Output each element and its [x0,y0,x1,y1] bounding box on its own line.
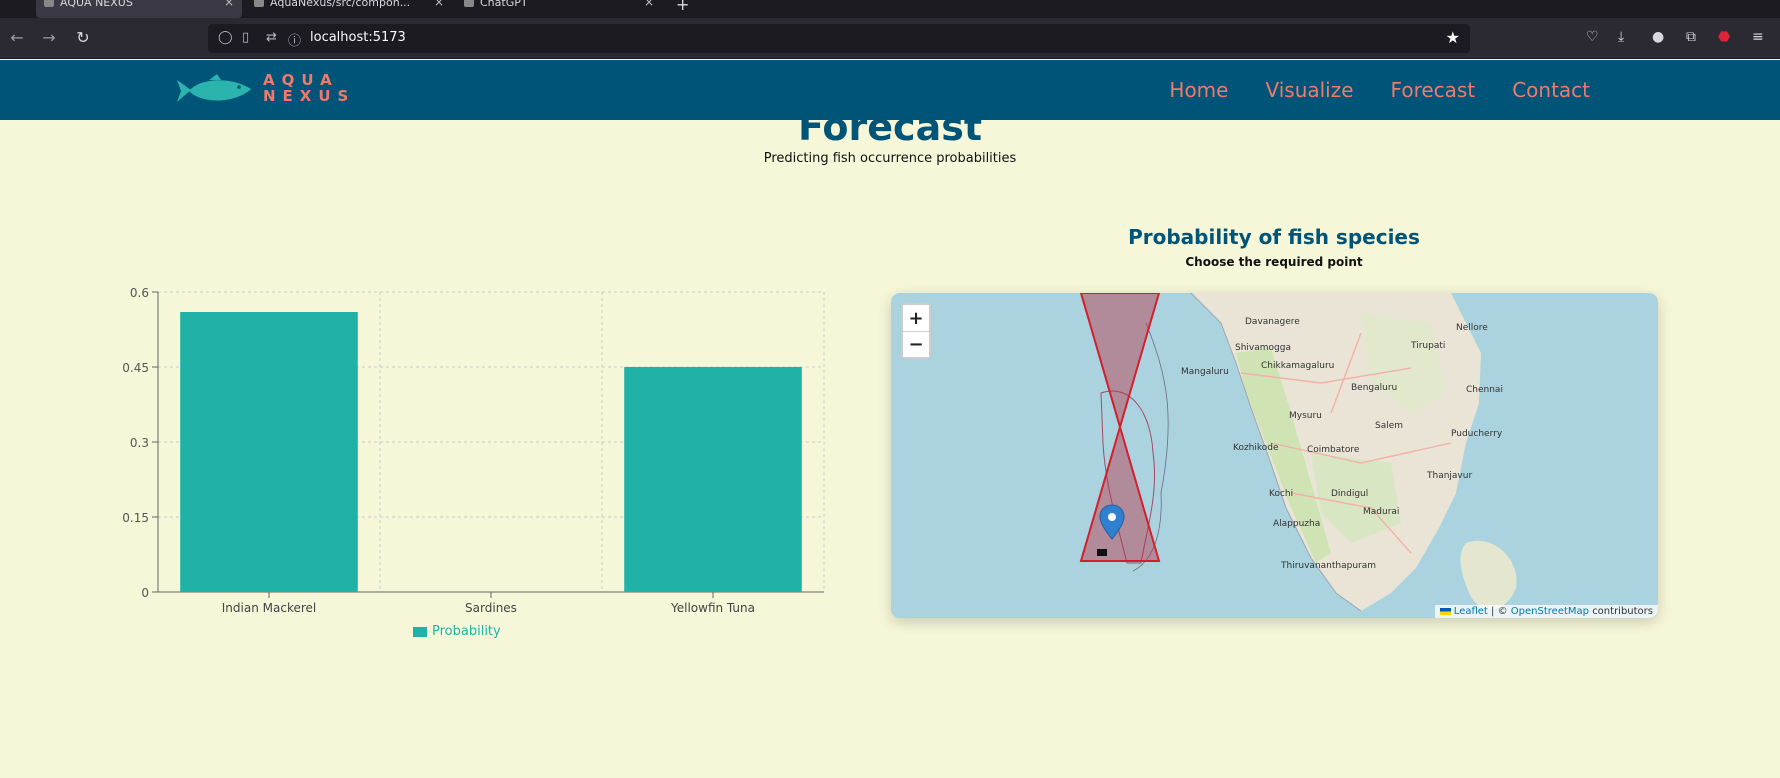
nav-home[interactable]: Home [1169,78,1229,102]
map-label: Thanjavur [1427,471,1473,481]
map-subtitle: Choose the required point [1185,255,1363,269]
map-label: Coimbatore [1307,445,1360,455]
map-label: Chennai [1466,385,1503,395]
github-icon [254,0,264,7]
bar-indian-mackerel [180,312,358,592]
map-label: Thiruvananthapuram [1281,561,1377,571]
map-tiles[interactable] [891,293,1658,618]
close-icon[interactable]: × [223,0,234,9]
main-nav: Home Visualize Forecast Contact [1169,78,1590,102]
map-label: Mangaluru [1181,367,1229,377]
map-label: Shivamogga [1235,343,1291,353]
map-label: Kochi [1269,489,1294,499]
nav-forecast[interactable]: Forecast [1390,78,1476,102]
x-tick-label: Sardines [465,601,517,615]
map-label: Dindigul [1331,489,1369,499]
ublock-icon[interactable]: ⬣ [1718,29,1731,45]
map-label: Kozhikode [1233,443,1279,453]
map-label: Alappuzha [1273,519,1321,529]
map-label: Mysuru [1289,411,1322,421]
fish-map[interactable]: Davanagere Shivamogga Mangaluru Chikkama… [891,293,1658,618]
menu-icon[interactable]: ≡ [1752,29,1764,45]
fish-logo-icon [177,74,251,102]
tab-favicon-icon [44,0,54,7]
bar-yellowfin-tuna [624,367,802,592]
extensions-icon[interactable]: ⧉ [1686,29,1696,45]
map-label: Salem [1375,421,1404,431]
tab-label: ChatGPT [480,0,528,9]
map-label: Puducherry [1451,429,1503,439]
legend-swatch [413,626,427,637]
legend-label: Probability [432,624,501,639]
probability-bar-chart: 0 0.15 0.3 0.45 0.6 Indian Mackerel Sardines Ye… [110,280,830,650]
zoom-control: + − [901,303,931,359]
new-tab-icon[interactable]: + [676,0,690,14]
y-tick-label: 0.45 [122,361,149,375]
ukraine-flag-icon [1439,607,1451,615]
page-icon[interactable]: ▯ [242,30,250,45]
leaflet-link[interactable]: Leaflet [1453,606,1488,617]
attribution-separator: | © [1491,606,1508,617]
y-tick-label: 0.15 [122,511,149,525]
browser-tab-chatgpt[interactable]: ChatGPT × [456,0,662,18]
site-header: AQUA NEXUS Home Visualize Forecast Conta… [0,60,1780,120]
x-tick-label: Indian Mackerel [222,601,316,615]
map-title: Probability of fish species [1128,225,1420,249]
logo-text: AQUA NEXUS [263,72,355,104]
reload-icon[interactable]: ↻ [76,28,90,47]
browser-toolbar: ← → ↻ ◯ ▯ ⇄ ⓘ localhost:5173 ★ ♡ ⤓ ● ⧉ ⬣… [0,18,1780,59]
y-tick-label: 0.6 [130,286,149,300]
download-icon[interactable]: ⤓ [1618,29,1625,45]
map-label: Bengaluru [1351,383,1398,393]
nav-visualize[interactable]: Visualize [1265,78,1354,102]
browser-tab-bar: AQUA NEXUS × AquaNexus/src/compon... × C… [0,0,1780,18]
close-icon[interactable]: × [433,0,444,9]
chart-svg: 0 0.15 0.3 0.45 0.6 Indian Mackerel Sardines Ye… [122,286,825,615]
map-label: Madurai [1363,507,1400,517]
logo[interactable]: AQUA NEXUS [175,66,365,112]
url-text[interactable]: localhost:5173 [310,30,406,45]
map-label: Tirupati [1411,341,1446,351]
y-tick-label: 0 [141,586,149,600]
zoom-in-button[interactable]: + [903,305,929,331]
attribution-tail: contributors [1592,606,1653,617]
logo-line-1: AQUA [263,71,339,89]
close-icon[interactable]: × [643,0,654,9]
map-attribution: Leaflet | © OpenStreetMap contributors [1434,605,1658,618]
map-label: Nellore [1456,323,1488,333]
y-tick-label: 0.3 [130,436,149,450]
url-bar[interactable]: ◯ ▯ ⇄ ⓘ localhost:5173 ★ [208,24,1470,53]
tab-label: AquaNexus/src/compon... [270,0,411,9]
browser-tab-aqua-nexus[interactable]: AQUA NEXUS × [36,0,242,18]
x-tick-label: Yellowfin Tuna [670,601,755,615]
page-subtitle: Predicting fish occurrence probabilities [763,151,1017,166]
forward-icon[interactable]: → [42,28,56,47]
browser-tab-github[interactable]: AquaNexus/src/compon... × [246,0,452,18]
permissions-icon[interactable]: ⇄ [266,30,277,45]
tab-label: AQUA NEXUS [60,0,133,9]
pocket-icon[interactable]: ♡ [1586,29,1599,45]
bookmark-star-icon[interactable]: ★ [1445,28,1460,47]
chatgpt-icon [464,0,474,7]
osm-link[interactable]: OpenStreetMap [1510,606,1589,617]
account-icon[interactable]: ● [1652,29,1665,45]
info-icon[interactable]: ⓘ [288,34,302,49]
chart-legend[interactable]: Probability [413,624,501,639]
shield-icon[interactable]: ◯ [218,30,233,45]
logo-line-2: NEXUS [263,87,356,105]
nav-contact[interactable]: Contact [1512,78,1590,102]
zoom-out-button[interactable]: − [903,331,929,357]
map-label: Davanagere [1245,317,1300,327]
back-icon[interactable]: ← [10,28,24,47]
map-label: Chikkamagaluru [1261,361,1335,371]
